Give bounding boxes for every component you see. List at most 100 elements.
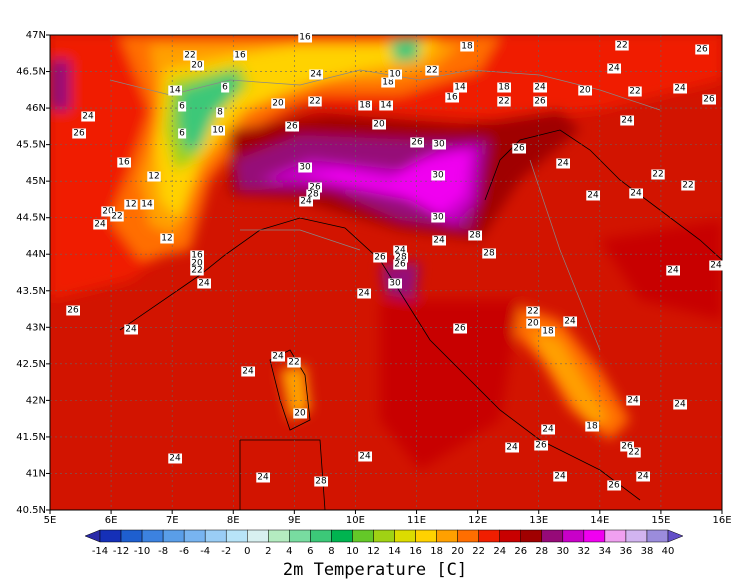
label-box <box>526 318 540 329</box>
contour-label: 28 <box>395 253 407 263</box>
contour-label: 20 <box>294 409 306 419</box>
label-box <box>431 170 445 181</box>
y-label: 45.5N <box>16 140 46 151</box>
contour-label: 24 <box>557 159 569 169</box>
contour-label: 14 <box>380 101 392 111</box>
colorbar-label: -6 <box>179 546 189 557</box>
colorbar-label: 0 <box>244 546 250 557</box>
contour-label: 26 <box>696 45 708 55</box>
contour-label: 26 <box>513 144 525 154</box>
colorbar-bin <box>183 529 206 543</box>
contour-label: 26 <box>535 441 547 451</box>
contour-label: 24 <box>358 289 370 299</box>
label-box <box>709 260 723 271</box>
colorbar-label: 20 <box>451 546 464 557</box>
label-box <box>673 399 687 410</box>
label-box <box>233 50 247 61</box>
label-box <box>190 60 204 71</box>
x-label: 16E <box>712 515 731 526</box>
label-box <box>190 250 204 261</box>
colorbar-bin <box>394 529 416 543</box>
colorbar-end <box>84 529 101 543</box>
y-label: 41N <box>26 468 46 479</box>
title: 2m Temperature [C] <box>283 560 467 580</box>
contour-label: 22 <box>191 266 202 276</box>
contour-label: 24 <box>82 112 94 122</box>
contour-label: 22 <box>652 170 663 180</box>
contour-label: 14 <box>169 86 181 96</box>
label-box <box>482 248 496 259</box>
colorbar-bin <box>583 529 606 543</box>
label-box <box>101 206 115 217</box>
contour-label: 22 <box>184 51 195 61</box>
label-box <box>309 69 323 80</box>
contour-label: 24 <box>506 443 518 453</box>
label-box <box>578 85 592 96</box>
colorbar-bin <box>415 529 437 543</box>
label-box <box>393 245 407 256</box>
contour-label: 28 <box>469 231 481 241</box>
colorbar-label: 10 <box>346 546 359 557</box>
label-box <box>358 100 372 111</box>
label-box <box>453 82 467 93</box>
contour-label: 22 <box>426 66 437 76</box>
label-box <box>81 111 95 122</box>
colorbar-label: 18 <box>430 546 443 557</box>
colorbar-bin <box>499 529 521 543</box>
contour-label: 22 <box>498 97 509 107</box>
x-label: 9E <box>288 515 301 526</box>
label-box <box>178 101 187 112</box>
contour-label: 20 <box>527 319 539 329</box>
label-box <box>526 306 540 317</box>
label-box <box>298 32 312 43</box>
label-box <box>445 92 459 103</box>
x-label: 14E <box>590 515 609 526</box>
contour-label: 22 <box>288 358 299 368</box>
contour-label: 28 <box>307 190 319 200</box>
label-box <box>358 451 372 462</box>
x-label: 13E <box>529 515 548 526</box>
contour-label: 16 <box>234 51 246 61</box>
contour-label: 24 <box>587 191 599 201</box>
label-box <box>168 453 182 464</box>
y-label: 40.5N <box>16 505 46 516</box>
contour-label: 28 <box>315 477 327 487</box>
contour-label: 20 <box>272 99 284 109</box>
contour-label: 16 <box>299 33 311 43</box>
label-box <box>607 480 621 491</box>
contour-label: 26 <box>703 95 715 105</box>
contour-label: 20 <box>102 207 114 217</box>
contour-label: 24 <box>710 261 722 271</box>
contour-label: 26 <box>534 97 546 107</box>
label-box <box>72 128 86 139</box>
contour-label: 10 <box>212 126 224 136</box>
colorbar-bin <box>457 529 479 543</box>
contour-label: 26 <box>374 253 386 263</box>
label-box <box>512 143 526 154</box>
contour-label: 22 <box>309 97 320 107</box>
label-box <box>241 366 255 377</box>
colorbar-bin <box>373 529 395 543</box>
contour-label: 18 <box>382 78 394 88</box>
colorbar-bin <box>141 529 164 543</box>
colorbar-label: 28 <box>535 546 548 557</box>
label-box <box>379 100 393 111</box>
contour-label: 24 <box>257 473 269 483</box>
colorbar-label: 38 <box>641 546 654 557</box>
label-box <box>308 96 322 107</box>
contour-label: 6 <box>179 129 185 139</box>
label-box <box>453 323 467 334</box>
contour-label: 22 <box>628 448 639 458</box>
label-box <box>425 65 439 76</box>
label-box <box>432 139 446 150</box>
label-box <box>117 157 131 168</box>
contour-label: 16 <box>118 158 130 168</box>
contour-label: 24 <box>667 266 679 276</box>
label-box <box>468 230 482 241</box>
contour-label: 26 <box>73 129 85 139</box>
y-label: 42.5N <box>16 359 46 370</box>
x-label: 8E <box>227 515 240 526</box>
contour-label: 30 <box>432 171 444 181</box>
label-box <box>372 119 386 130</box>
